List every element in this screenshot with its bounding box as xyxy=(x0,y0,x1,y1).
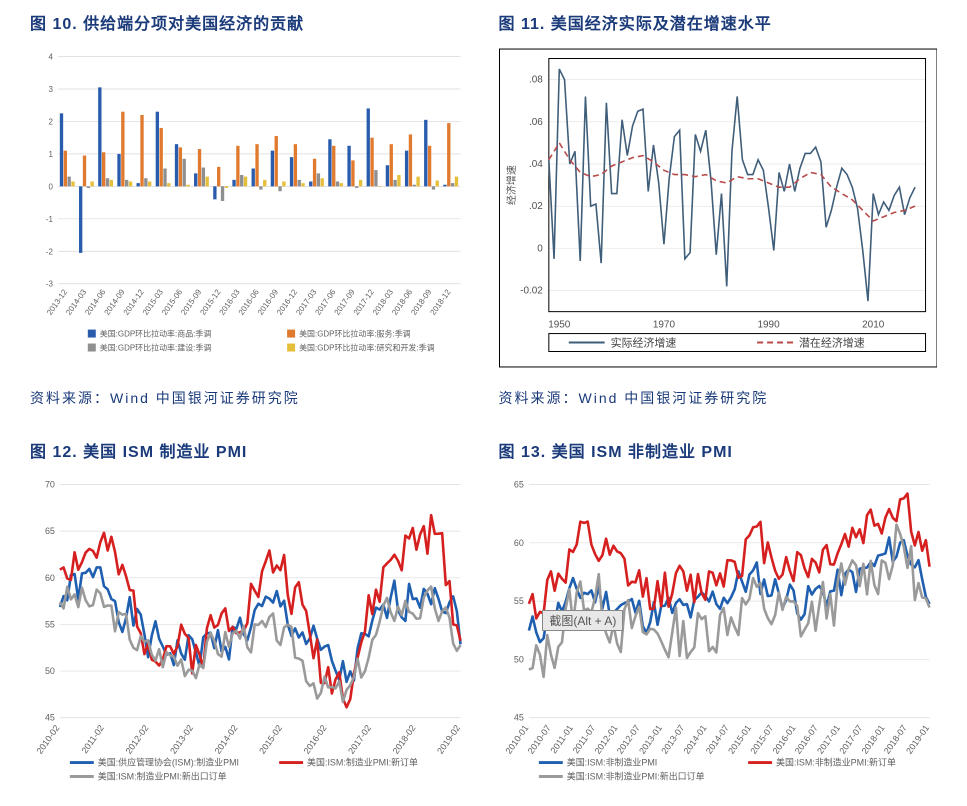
svg-text:50: 50 xyxy=(45,666,55,676)
svg-text:.04: .04 xyxy=(529,159,543,170)
svg-text:2010: 2010 xyxy=(862,320,885,331)
svg-text:美国:供应管理协会(ISM):制造业PMI: 美国:供应管理协会(ISM):制造业PMI xyxy=(98,757,239,768)
svg-text:美国:GDP环比拉动率:研究和开发:季调: 美国:GDP环比拉动率:研究和开发:季调 xyxy=(299,343,435,353)
svg-text:2012-02: 2012-02 xyxy=(124,723,151,756)
fig11-chart: -0.020.02.04.06.081950197019902010年经济增速实… xyxy=(499,48,938,368)
svg-text:4: 4 xyxy=(48,53,53,62)
svg-text:45: 45 xyxy=(513,713,523,723)
svg-text:60: 60 xyxy=(513,538,523,548)
svg-text:美国:ISM:制造业PMI:新出口订单: 美国:ISM:制造业PMI:新出口订单 xyxy=(98,771,227,782)
fig10-title: 图 10. 供给端分项对美国经济的贡献 xyxy=(30,10,469,34)
svg-text:.08: .08 xyxy=(529,75,543,86)
svg-text:2018-02: 2018-02 xyxy=(391,723,418,756)
svg-text:2019-01: 2019-01 xyxy=(904,723,931,756)
fig12-chart: 45 50 55 60 65 70 2010-02 2011-02 2012-02 2013-02… xyxy=(30,476,469,796)
svg-text:.02: .02 xyxy=(529,201,543,212)
svg-text:美国:GDP环比拉动率:建设:季调: 美国:GDP环比拉动率:建设:季调 xyxy=(100,343,212,353)
svg-text:0: 0 xyxy=(537,243,543,254)
svg-text:0: 0 xyxy=(48,182,53,191)
svg-text:美国:GDP环比拉动率:商品:季调: 美国:GDP环比拉动率:商品:季调 xyxy=(100,329,212,339)
svg-text:65: 65 xyxy=(45,526,55,536)
fig13-title: 图 13. 美国 ISM 非制造业 PMI xyxy=(499,438,938,462)
fig13-chart: 45505560652010-012010-072011-012011-0720… xyxy=(499,476,938,796)
svg-text:.06: .06 xyxy=(529,117,543,128)
svg-text:-3: -3 xyxy=(46,280,54,289)
svg-text:-1: -1 xyxy=(46,215,54,224)
svg-text:美国:ISM:非制造业PMI:新出口订单: 美国:ISM:非制造业PMI:新出口订单 xyxy=(566,771,704,782)
svg-text:-2: -2 xyxy=(46,247,54,256)
svg-text:65: 65 xyxy=(513,480,523,490)
svg-text:实际经济增速: 实际经济增速 xyxy=(610,336,676,350)
fig10-source: 资料来源：Wind 中国银河证券研究院 xyxy=(30,388,469,408)
svg-text:55: 55 xyxy=(513,596,523,606)
svg-text:1950: 1950 xyxy=(548,320,571,331)
fig10-chart: -3-2-1012342013-122014-032014-062014-092… xyxy=(30,48,469,368)
svg-text:2015-02: 2015-02 xyxy=(257,723,284,756)
svg-text:美国:ISM:非制造业PMI: 美国:ISM:非制造业PMI xyxy=(566,757,657,768)
svg-text:3: 3 xyxy=(48,85,53,94)
svg-text:55: 55 xyxy=(45,619,55,629)
svg-text:美国:ISM:非制造业PMI:新订单: 美国:ISM:非制造业PMI:新订单 xyxy=(776,757,896,768)
svg-text:美国:ISM:制造业PMI:新订单: 美国:ISM:制造业PMI:新订单 xyxy=(307,757,418,768)
svg-text:2011-02: 2011-02 xyxy=(79,723,106,755)
screenshot-tooltip: 截图(Alt + A) xyxy=(542,610,623,631)
svg-text:60: 60 xyxy=(45,573,55,583)
svg-text:2014-02: 2014-02 xyxy=(213,723,240,756)
svg-text:潜在经济增速: 潜在经济增速 xyxy=(798,336,864,350)
svg-text:2018-12: 2018-12 xyxy=(428,287,452,317)
svg-text:2013-02: 2013-02 xyxy=(168,723,195,756)
svg-text:50: 50 xyxy=(513,654,523,664)
svg-text:美国:GDP环比拉动率:服务:季调: 美国:GDP环比拉动率:服务:季调 xyxy=(299,329,411,339)
svg-text:2010-02: 2010-02 xyxy=(34,723,61,756)
svg-text:经济增速: 经济增速 xyxy=(504,165,517,205)
svg-text:2019-02: 2019-02 xyxy=(435,723,462,756)
svg-text:2017-02: 2017-02 xyxy=(346,723,373,756)
fig11-source: 资料来源：Wind 中国银河证券研究院 xyxy=(499,388,938,408)
svg-text:2: 2 xyxy=(48,117,53,126)
svg-text:70: 70 xyxy=(45,480,55,490)
svg-text:1990: 1990 xyxy=(757,320,780,331)
svg-text:-0.02: -0.02 xyxy=(520,286,543,297)
fig12-title: 图 12. 美国 ISM 制造业 PMI xyxy=(30,438,469,462)
fig11-title: 图 11. 美国经济实际及潜在增速水平 xyxy=(499,10,938,34)
svg-text:2016-02: 2016-02 xyxy=(302,723,329,756)
svg-text:1: 1 xyxy=(48,150,53,159)
svg-text:1970: 1970 xyxy=(652,320,675,331)
svg-text:45: 45 xyxy=(45,713,55,723)
